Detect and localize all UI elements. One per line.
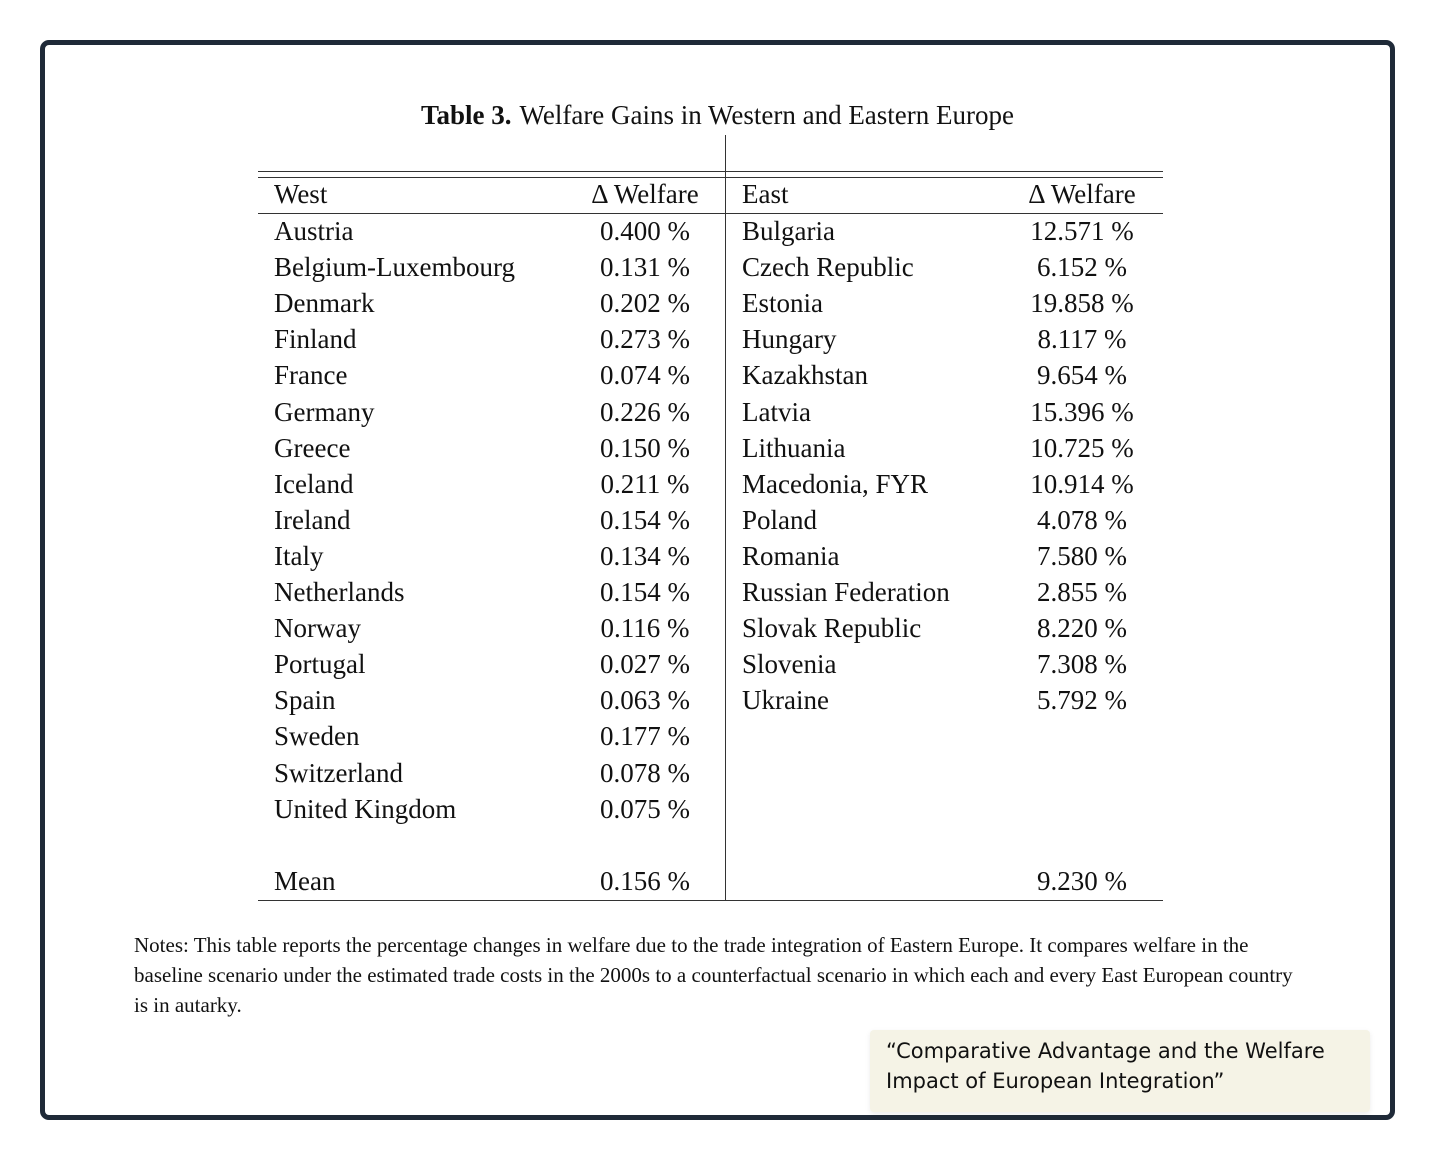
country: Netherlands: [274, 577, 405, 607]
country: Macedonia, FYR: [742, 468, 928, 499]
welfare-change: 9.654 %: [1037, 360, 1127, 391]
country: Poland: [742, 504, 818, 535]
country: Ireland: [274, 504, 351, 535]
country: Romania: [742, 540, 840, 571]
caption: “Comparative Advantage and the Welfare I…: [870, 1030, 1370, 1112]
country: Latvia: [742, 396, 811, 427]
mean-value: 0.156 %: [600, 865, 690, 896]
country: Hungary: [742, 324, 837, 355]
bottom-rule: [258, 900, 1163, 902]
country: Norway: [274, 613, 361, 644]
column-divider: [725, 135, 727, 901]
welfare-change: 0.177 %: [600, 721, 690, 752]
welfare-change: 0.273 %: [600, 324, 690, 355]
frame: [40, 40, 1395, 1120]
mean-label: Mean: [274, 865, 336, 896]
welfare-change: 8.220 %: [1037, 613, 1127, 644]
country: Greece: [274, 432, 351, 463]
header-rule: [258, 213, 1163, 215]
welfare-change: 0.154 %: [600, 577, 690, 607]
country: Portugal: [274, 649, 366, 680]
table-title-text: Welfare Gains in Western and Eastern Eur…: [519, 100, 1014, 130]
welfare-change: 10.725 %: [1030, 432, 1134, 463]
welfare-change: 2.855 %: [1037, 577, 1127, 607]
column-header: East: [742, 179, 789, 209]
welfare-change: 7.580 %: [1037, 540, 1127, 571]
country: Bulgaria: [742, 216, 835, 246]
country: Ukraine: [742, 685, 829, 716]
country: Czech Republic: [742, 252, 914, 283]
country: United Kingdom: [274, 793, 457, 824]
welfare-change: 8.117 %: [1037, 324, 1127, 355]
welfare-change: 0.075 %: [600, 793, 690, 824]
welfare-change: 0.131 %: [600, 252, 690, 283]
country: Austria: [274, 216, 354, 246]
country: Kazakhstan: [742, 360, 868, 391]
country: Slovak Republic: [742, 613, 922, 644]
mean-value: 9.230 %: [1037, 865, 1127, 896]
welfare-change: 0.027 %: [600, 649, 690, 680]
table-number: Table 3.: [420, 100, 512, 130]
column-header: West: [274, 179, 328, 209]
welfare-change: 15.396 %: [1030, 396, 1134, 427]
welfare-change: 5.792 %: [1037, 685, 1127, 716]
welfare-change: 10.914 %: [1030, 468, 1134, 499]
welfare-change: 4.078 %: [1037, 504, 1127, 535]
column-header: Δ Welfare: [1028, 179, 1136, 209]
welfare-change: 0.154 %: [600, 504, 690, 535]
welfare-change: 19.858 %: [1030, 288, 1134, 319]
country: Lithuania: [742, 432, 846, 463]
country: Estonia: [742, 288, 823, 319]
top-rule: [258, 177, 1163, 179]
welfare-change: 12.571 %: [1030, 216, 1134, 246]
country: France: [274, 360, 348, 391]
country: Belgium-Luxembourg: [274, 252, 515, 283]
welfare-change: 6.152 %: [1037, 252, 1127, 283]
welfare-change: 7.308 %: [1037, 649, 1127, 680]
welfare-change: 0.400 %: [600, 216, 690, 246]
country: Finland: [274, 324, 357, 355]
welfare-change: 0.074 %: [600, 360, 690, 391]
welfare-change: 0.150 %: [600, 432, 690, 463]
top-rule: [258, 171, 1163, 173]
column-header: Δ Welfare: [591, 179, 699, 209]
country: Slovenia: [742, 649, 837, 680]
country: Italy: [274, 540, 324, 571]
country: Denmark: [274, 288, 375, 319]
country: Sweden: [274, 721, 360, 752]
country: Iceland: [274, 468, 354, 499]
table-title: Table 3. Welfare Gains in Western and Eas…: [0, 100, 1435, 131]
welfare-change: 0.078 %: [600, 757, 690, 788]
welfare-change: 0.211 %: [600, 468, 690, 499]
country: Spain: [274, 685, 336, 716]
notes: Notes: This table reports the percentage…: [134, 933, 1293, 1017]
country: Russian Federation: [742, 577, 950, 607]
welfare-change: 0.226 %: [600, 396, 690, 427]
welfare-change: 0.116 %: [600, 613, 690, 644]
welfare-change: 0.134 %: [600, 540, 690, 571]
country: Germany: [274, 396, 375, 427]
welfare-change: 0.063 %: [600, 685, 690, 716]
country: Switzerland: [274, 757, 403, 788]
welfare-change: 0.202 %: [600, 288, 690, 319]
